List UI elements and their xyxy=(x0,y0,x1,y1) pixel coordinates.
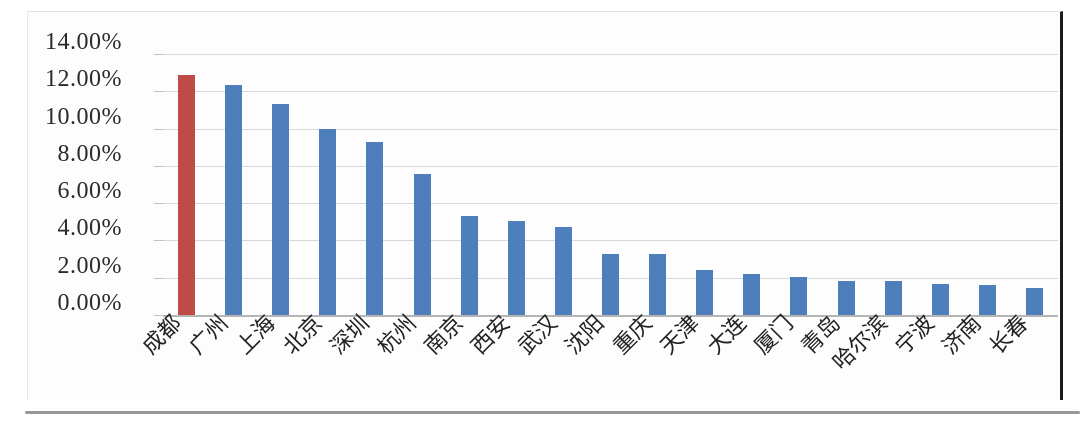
y-axis-tick xyxy=(154,315,164,316)
gridline xyxy=(163,91,1058,93)
y-axis-label: 6.00% xyxy=(57,178,122,205)
bar xyxy=(460,216,478,315)
bar xyxy=(272,104,290,315)
y-axis-label: 0.00% xyxy=(57,290,122,316)
bar xyxy=(366,141,384,315)
y-axis-tick xyxy=(154,203,164,205)
y-axis-label: 4.00% xyxy=(57,215,122,242)
bar xyxy=(178,74,196,315)
bar xyxy=(649,254,667,315)
bar xyxy=(1025,287,1043,315)
bar xyxy=(837,280,855,315)
y-axis-tick xyxy=(154,128,164,130)
bar xyxy=(225,84,243,315)
gridline xyxy=(163,240,1058,242)
y-axis-tick xyxy=(154,91,164,93)
bar xyxy=(884,281,902,315)
y-axis-label: 12.00% xyxy=(45,66,122,93)
y-axis-tick xyxy=(154,277,164,279)
y-axis-tick xyxy=(154,54,164,55)
bar xyxy=(696,270,714,315)
bar xyxy=(413,174,431,315)
bar xyxy=(602,254,619,315)
y-axis-label: 10.00% xyxy=(45,103,122,130)
gridline xyxy=(163,165,1058,167)
plot-area xyxy=(154,54,1058,317)
gridline xyxy=(163,128,1058,130)
gridline xyxy=(163,203,1058,205)
y-axis-label: 2.00% xyxy=(57,252,122,279)
card-bottom-shadow xyxy=(25,411,1080,414)
bar xyxy=(319,128,337,315)
bar xyxy=(931,284,949,315)
y-axis-label: 14.00% xyxy=(45,29,122,55)
bar xyxy=(743,274,761,315)
y-axis-tick xyxy=(154,165,164,167)
bar xyxy=(790,276,808,315)
bar xyxy=(978,285,996,315)
y-axis-tick xyxy=(154,240,164,242)
chart-card xyxy=(27,11,1063,400)
y-axis-label: 8.00% xyxy=(57,140,122,167)
bar xyxy=(507,220,525,315)
gridline xyxy=(163,54,1058,55)
bar xyxy=(554,227,572,315)
